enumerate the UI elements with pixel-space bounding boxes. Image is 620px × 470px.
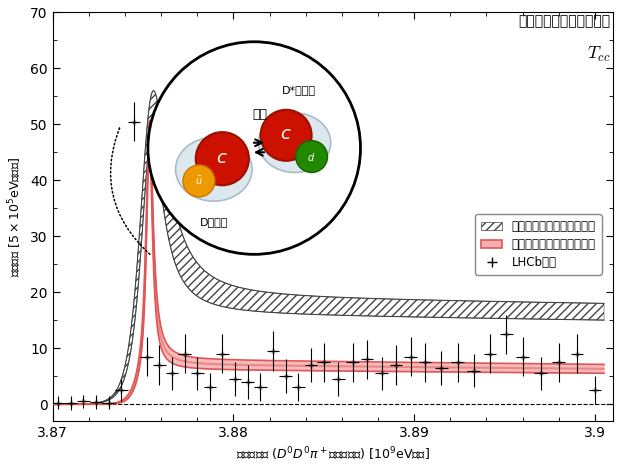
Legend: 「ほぼ現実世界」での計算, 「現実世界」での近似計算, LHCb実験: 「ほぼ現実世界」での計算, 「現実世界」での近似計算, LHCb実験 [475,214,601,275]
Circle shape [296,141,327,172]
Circle shape [260,110,312,161]
X-axis label: エネルギー ($D^0D^0\pi^+$の不変質量) [$10^9$eV単位]: エネルギー ($D^0D^0\pi^+$の不変質量) [$10^9$eV単位] [236,446,430,463]
Text: D*中間子: D*中間子 [282,85,316,95]
Text: 引力: 引力 [252,109,267,121]
Circle shape [148,42,360,254]
Text: D中間子: D中間子 [200,217,228,227]
Text: $c$: $c$ [216,149,228,167]
Text: $T_{cc}$: $T_{cc}$ [587,45,610,64]
Circle shape [196,132,249,185]
Text: 「純粋テトラクォーク」: 「純粋テトラクォーク」 [518,15,610,29]
Ellipse shape [259,113,330,172]
Circle shape [183,165,215,197]
Text: $c$: $c$ [280,125,292,143]
Text: $d$: $d$ [308,150,316,163]
Ellipse shape [175,137,252,201]
Text: $\bar{u}$: $\bar{u}$ [195,175,203,187]
Y-axis label: 生成頻度 [$5\times10^5$eVあたり]: 生成頻度 [$5\times10^5$eVあたり] [7,157,24,277]
